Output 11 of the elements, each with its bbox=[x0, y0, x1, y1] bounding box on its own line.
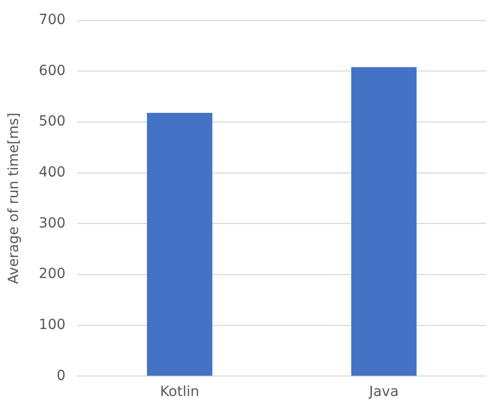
y-tick-label: 600 bbox=[38, 62, 66, 79]
y-axis-title: Average of run time[ms] bbox=[6, 112, 22, 284]
y-tick-label: 100 bbox=[38, 317, 66, 334]
y-tick-label: 500 bbox=[38, 114, 66, 130]
x-tick-label: Kotlin bbox=[160, 384, 200, 400]
x-tick-label: Java bbox=[368, 384, 399, 400]
y-tick-label: 200 bbox=[38, 266, 66, 282]
y-tick-label: 300 bbox=[38, 215, 66, 232]
y-tick-label: 400 bbox=[38, 164, 66, 181]
y-tick-label: 700 bbox=[38, 12, 66, 28]
y-tick-label: 0 bbox=[56, 368, 66, 384]
